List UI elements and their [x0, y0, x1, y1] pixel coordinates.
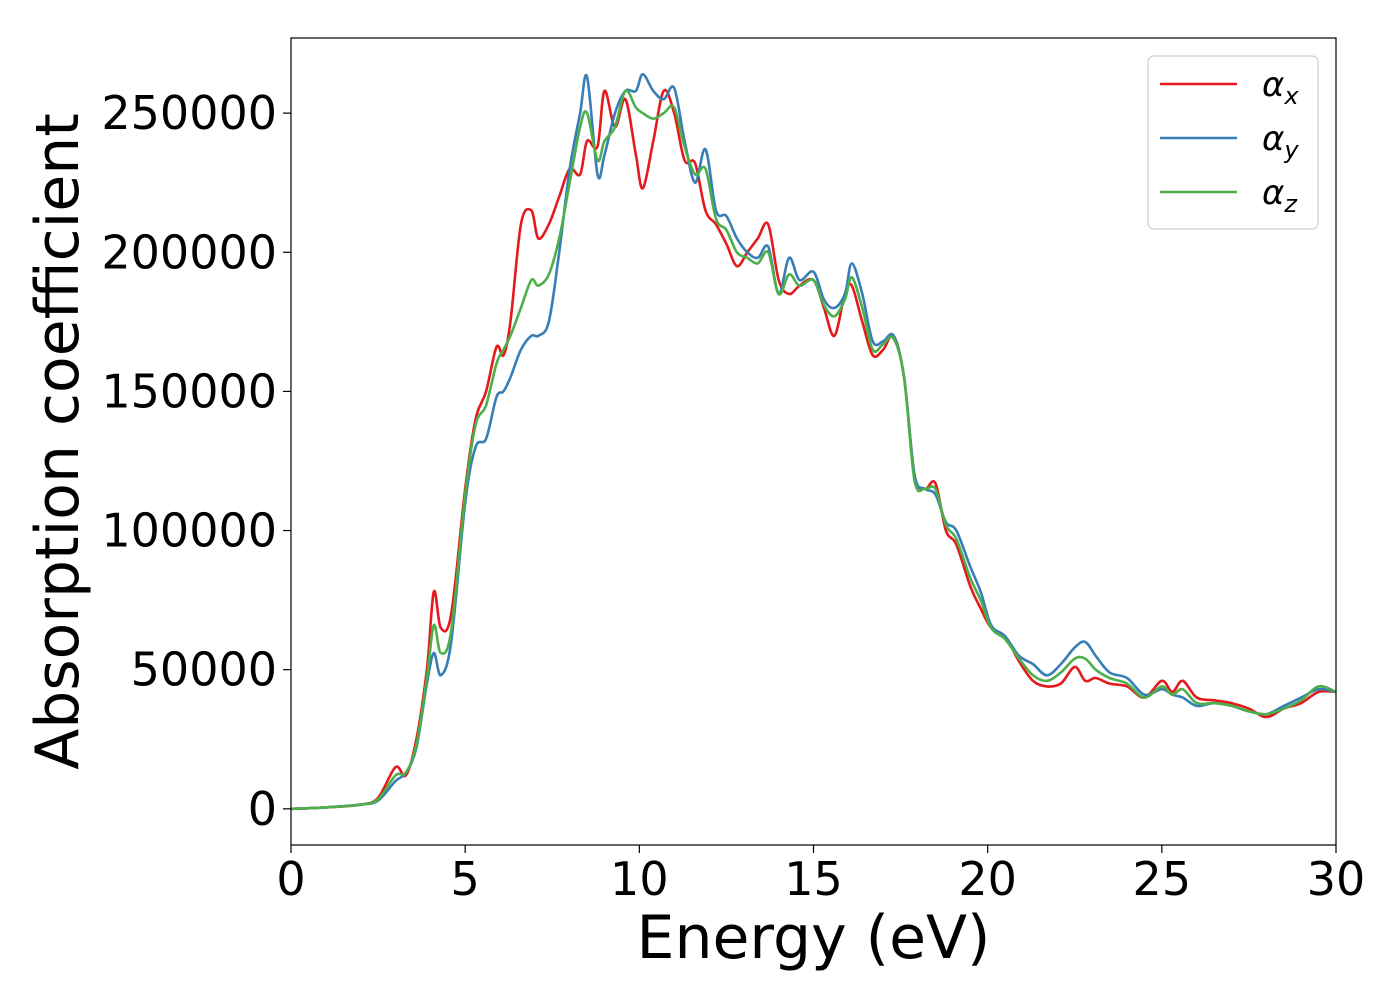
- y-tick-label: 50000: [131, 643, 277, 697]
- y-tick-label: 150000: [101, 364, 277, 418]
- x-tick-label: 25: [1133, 852, 1192, 906]
- x-tick-label: 10: [610, 852, 669, 906]
- legend-label-y: αy: [1262, 119, 1299, 164]
- legend-label-x: αx: [1262, 65, 1299, 110]
- series-line-x: [291, 88, 1336, 811]
- y-tick-label: 100000: [101, 504, 277, 558]
- x-axis-title: Energy (eV): [637, 903, 991, 973]
- series-line-z: [291, 89, 1336, 811]
- y-tick-label: 0: [248, 782, 277, 836]
- y-axis-title: Absorption coefficient: [23, 113, 93, 770]
- y-tick-label: 200000: [101, 225, 277, 279]
- x-tick-label: 0: [276, 852, 305, 906]
- y-axis-ticks: 0 50000 100000 150000 200000 250000: [101, 86, 291, 836]
- x-axis-ticks: 0 5 10 15 20 25 30: [276, 845, 1365, 906]
- x-tick-label: 30: [1307, 852, 1366, 906]
- legend: αx αy αz: [1147, 55, 1319, 230]
- y-tick-label: 250000: [101, 86, 277, 140]
- legend-box: [1147, 55, 1319, 230]
- legend-label-z: αz: [1262, 173, 1298, 218]
- plot-area: [291, 72, 1336, 811]
- x-tick-label: 5: [451, 852, 480, 906]
- x-tick-label: 15: [784, 852, 843, 906]
- x-tick-label: 20: [958, 852, 1017, 906]
